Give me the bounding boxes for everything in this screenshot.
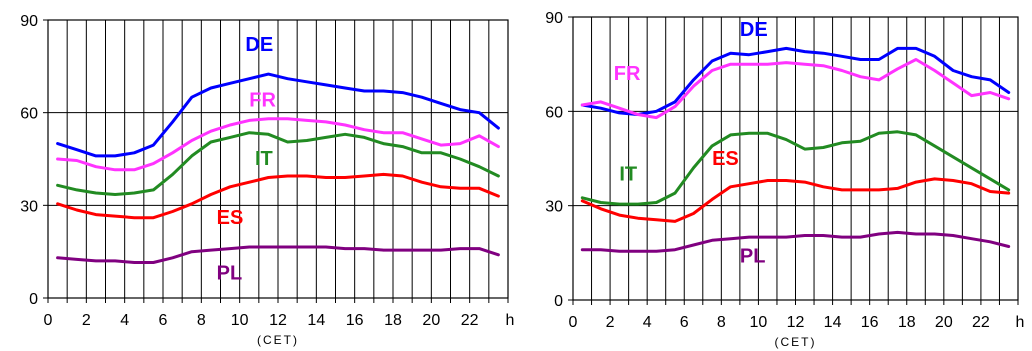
x-axis-unit: h [1016,314,1025,331]
x-axis-unit: h [506,312,515,329]
left-chart: 0 30 60 90 0 2 4 6 8 10 12 14 16 18 20 22 h (CET) DE FR IT ES… [20,13,514,347]
x-tick-label: 2 [82,312,91,329]
x-tick-label: 16 [346,312,364,329]
x-tick-label: 10 [750,314,768,331]
series-line-fr [56,117,500,172]
x-tick-label: 4 [120,312,129,329]
y-tick-label: 30 [20,198,38,215]
series-line-de [580,46,1011,116]
x-axis-label: (CET) [257,333,299,347]
y-tick-label: 60 [20,106,38,123]
y-tick-label: 30 [545,199,563,216]
x-tick-label: 22 [461,312,479,329]
x-tick-label: 12 [269,312,287,329]
y-tick-label: 60 [545,104,563,121]
series-label-fr: FR [614,63,641,85]
x-tick-label: 2 [606,314,615,331]
series-line-pl [580,230,1011,253]
series-label-de: DE [245,34,273,56]
series-line-pl [56,245,500,264]
x-tick-label: 4 [643,314,652,331]
y-tick-label: 90 [545,10,563,27]
x-tick-label: 0 [569,314,578,331]
x-tick-label: 8 [197,312,206,329]
x-tick-label: 20 [422,312,440,329]
series-label-es: ES [712,148,739,170]
series-line-es [580,177,1011,223]
x-tick-label: 20 [935,314,953,331]
series-line-it [580,130,1011,206]
series-label-pl: PL [740,245,766,267]
series-line-de [56,72,500,158]
series-line-fr [580,58,1011,120]
x-tick-label: 6 [680,314,689,331]
x-tick-label: 6 [159,312,168,329]
x-tick-label: 22 [972,314,990,331]
x-tick-label: 14 [824,314,842,331]
x-tick-label: 8 [717,314,726,331]
series-label-de: DE [740,19,768,41]
y-tick-label: 90 [20,13,38,30]
series-label-it: IT [619,164,637,186]
x-tick-label: 12 [787,314,805,331]
x-tick-label: 18 [384,312,402,329]
series-label-pl: PL [217,262,243,284]
right-chart: 0 30 60 90 0 2 4 6 8 10 12 14 16 18 20 22 h (CET) DE FR IT ES… [545,10,1024,349]
x-tick-label: 14 [307,312,325,329]
series-line-es [56,172,500,220]
x-tick-label: 16 [861,314,879,331]
series-label-fr: FR [249,89,276,111]
x-axis-label: (CET) [775,335,817,349]
series-label-it: IT [255,148,273,170]
series-line-it [56,131,500,196]
x-tick-label: 10 [231,312,249,329]
x-tick-label: 18 [898,314,916,331]
y-tick-label: 0 [29,291,38,308]
y-tick-label: 0 [554,293,563,310]
series-label-es: ES [217,207,244,229]
x-tick-label: 0 [44,312,53,329]
